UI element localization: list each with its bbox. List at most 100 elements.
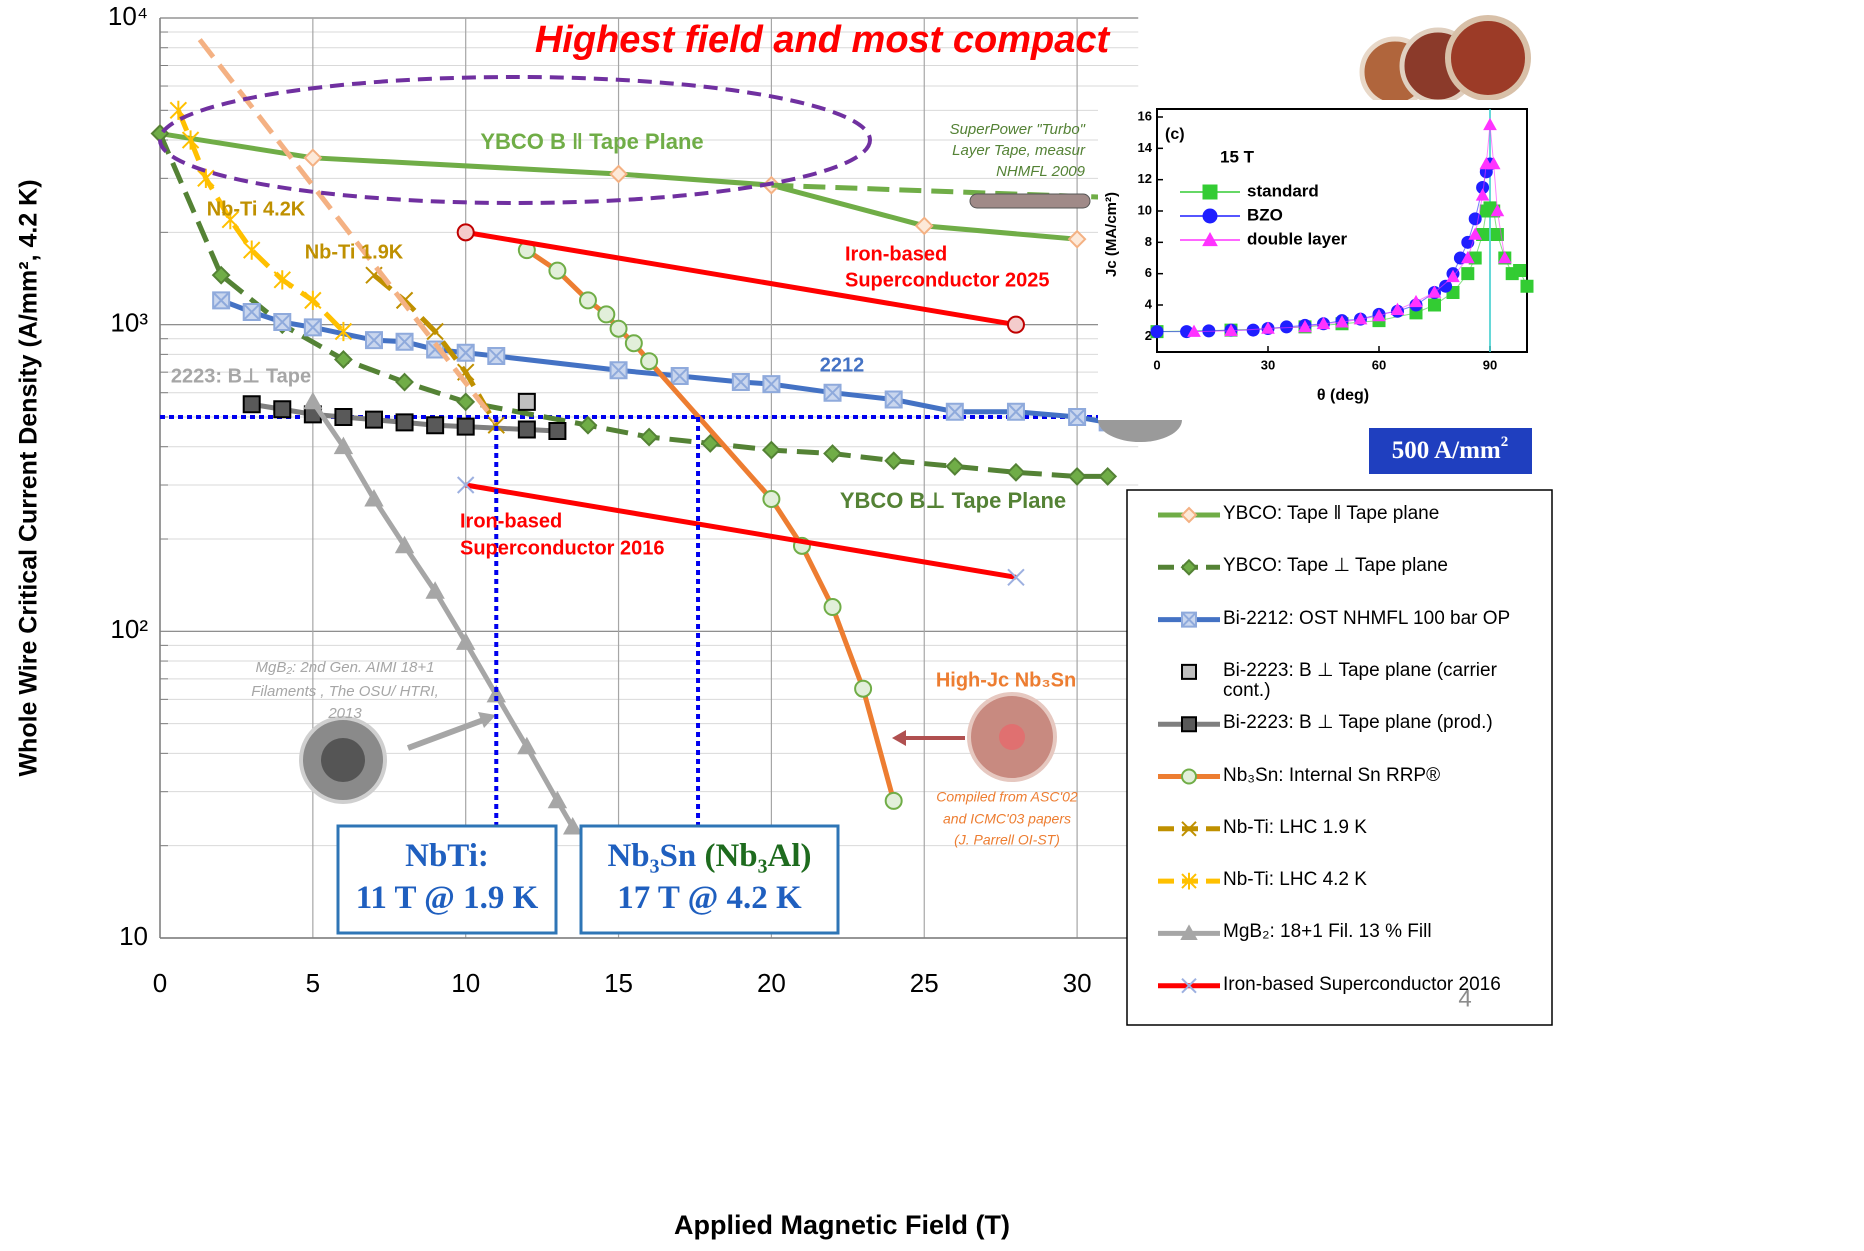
y-tick-label: 10⁴ [108, 1, 148, 31]
inset-panel-label: (c) [1165, 126, 1185, 143]
inset-x-tick-label: 30 [1261, 357, 1275, 372]
legend-label-box: Bi-2223: B ⊥ Tape plane (carrier cont.) [1223, 661, 1543, 707]
inset-point [1281, 321, 1293, 333]
data-point [274, 314, 290, 330]
annotation: Superconductor 2025 [845, 269, 1050, 291]
legend-label-box: Nb-Ti: LHC 4.2 K [1223, 870, 1543, 916]
inset-legend-label: BZO [1247, 205, 1283, 224]
data-point [733, 374, 749, 390]
legend-label: Bi-2223: B ⊥ Tape plane (prod.) [1223, 713, 1543, 733]
inset-y-tick-label: 12 [1138, 171, 1152, 186]
data-point [825, 385, 841, 401]
data-point [274, 401, 290, 417]
data-point [397, 374, 413, 390]
highlight-text-part: (Nb₃Al) [704, 838, 811, 874]
inset-y-tick-label: 14 [1138, 140, 1153, 155]
inset-y-tick-label: 6 [1145, 265, 1152, 280]
legend-label: Bi-2223: B ⊥ Tape plane (carrier cont.) [1223, 661, 1543, 701]
y-tick-label: 10² [110, 614, 148, 644]
data-point [1008, 317, 1024, 333]
data-point [611, 321, 627, 337]
data-point [366, 412, 382, 428]
legend-label: Bi-2212: OST NHMFL 100 bar OP [1223, 609, 1543, 629]
legend-label-box: YBCO: Tape ⊥ Tape plane [1223, 556, 1543, 602]
data-point [886, 392, 902, 408]
data-point [763, 442, 779, 458]
data-point [1100, 468, 1116, 484]
data-point [274, 270, 290, 289]
inset-legend-marker [1203, 185, 1217, 199]
inset-point [1514, 265, 1526, 277]
data-point [1069, 468, 1085, 484]
data-point [519, 394, 535, 410]
data-point [641, 429, 657, 445]
data-point [611, 362, 627, 378]
annotation: (J. Parrell OI-ST) [954, 832, 1060, 848]
inset-x-title: θ (deg) [1317, 387, 1369, 404]
annotation: Compiled from ASC'02 [936, 789, 1078, 805]
annotation: Filaments , The OSU/ HTRI, [251, 683, 439, 700]
legend-label-box: MgB₂: 18+1 Fil. 13 % Fill [1223, 922, 1543, 968]
data-point [598, 306, 614, 322]
annotation: High-Jc Nb₃Sn [936, 669, 1076, 691]
legend-label: Nb-Ti: LHC 1.9 K [1223, 818, 1543, 838]
legend-label-box: Nb-Ti: LHC 1.9 K [1223, 818, 1543, 864]
page: {"chart_data": [ {"type": "line", "title… [0, 0, 1864, 1246]
inset-y-title: Jc (MA/cm²) [1103, 192, 1120, 277]
data-point [244, 304, 260, 320]
series-line [178, 110, 343, 331]
data-point [580, 292, 596, 308]
data-point [825, 446, 841, 462]
data-point [366, 332, 382, 348]
data-point [458, 419, 474, 435]
legend-label-box: YBCO: Tape ǁ Tape plane [1223, 504, 1543, 550]
data-point [549, 263, 565, 279]
highlight-text-part: NbTi: [405, 838, 489, 874]
legend-marker [1182, 613, 1196, 627]
legend-marker [1182, 665, 1196, 679]
annotation: YBCO B⊥ Tape Plane [840, 488, 1066, 513]
data-point [549, 423, 565, 439]
annotation: SuperPower "Turbo" [950, 121, 1086, 138]
inset-point [1462, 268, 1474, 280]
data-point [305, 319, 321, 335]
data-point [427, 323, 443, 339]
data-point [305, 394, 321, 408]
annotation: NHMFL 2009 [996, 163, 1086, 180]
legend-marker [1182, 717, 1196, 731]
data-point [1069, 231, 1085, 247]
legend-label: MgB₂: 18+1 Fil. 13 % Fill [1223, 922, 1543, 942]
arrow-head [892, 730, 906, 746]
x-tick-label: 20 [757, 968, 786, 998]
data-point [1008, 464, 1024, 480]
data-point [763, 376, 779, 392]
wire-picture [321, 738, 365, 782]
data-point [397, 334, 413, 350]
chart-title: Highest field and most compact [535, 19, 1111, 61]
tape-picture [970, 194, 1090, 208]
data-point [855, 681, 871, 697]
data-point [397, 414, 413, 430]
data-point [916, 218, 932, 234]
annotation: Nb-Ti 1.9K [305, 241, 404, 263]
y-tick-label: 10³ [110, 308, 148, 338]
annotation: and ICMC'03 papers [943, 811, 1071, 827]
y-axis-title: Whole Wire Critical Current Density (A/m… [15, 179, 43, 776]
reference-label-sup: 2 [1501, 434, 1509, 450]
data-point [305, 150, 321, 166]
x-tick-label: 30 [1063, 968, 1092, 998]
highlight-text: 11 T @ 1.9 K [356, 880, 539, 916]
inset-point [1429, 299, 1441, 311]
annotation: YBCO B ǁ Tape Plane [480, 129, 703, 154]
data-point [947, 458, 963, 474]
inset-y-tick-label: 8 [1145, 234, 1152, 249]
inset-x-tick-label: 90 [1483, 357, 1497, 372]
x-axis-title: Applied Magnetic Field (T) [674, 1210, 1010, 1240]
data-point [458, 224, 474, 240]
data-point [611, 166, 627, 182]
highlight-text: NbTi: [405, 838, 489, 874]
highlight-text-part: 11 T @ 1.9 K [356, 880, 539, 916]
y-tick-label: 10 [119, 921, 148, 951]
